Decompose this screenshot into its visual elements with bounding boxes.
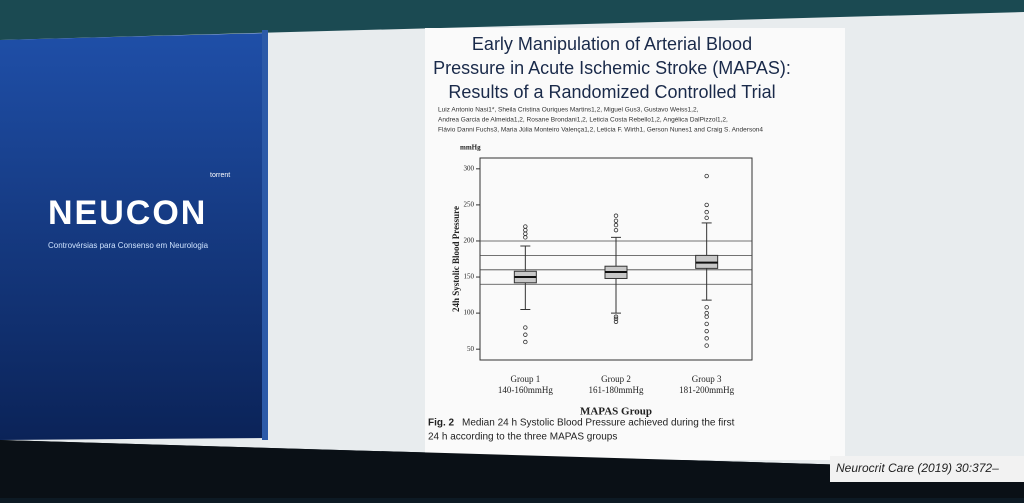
brand: NEUCON bbox=[48, 194, 207, 232]
sponsor: torrent bbox=[210, 172, 230, 179]
outlier bbox=[704, 328, 709, 334]
x-axis-label: MAPAS Group bbox=[580, 406, 652, 418]
title-line: Early Manipulation of Arterial Blood bbox=[472, 34, 752, 54]
outlier bbox=[704, 215, 709, 221]
authors: Luiz Antonio Nasi1*, Sheila Cristina Our… bbox=[438, 107, 763, 134]
y-tick-label: 100 bbox=[464, 309, 475, 317]
paper-page bbox=[425, 28, 845, 460]
panel-edge bbox=[262, 30, 268, 440]
x-tick-label: Group 2 bbox=[601, 374, 631, 384]
outlier bbox=[704, 310, 709, 316]
x-tick-label: Group 3 bbox=[692, 374, 722, 384]
plot-frame bbox=[479, 157, 753, 361]
citation-box bbox=[830, 456, 1024, 482]
outlier bbox=[613, 314, 619, 319]
outlier bbox=[704, 202, 709, 208]
y-tick-label: 250 bbox=[464, 201, 475, 209]
citation: Neurocrit Care (2019) 30:372– bbox=[836, 461, 999, 475]
caption-line: 24 h according to the three MAPAS groups bbox=[428, 432, 617, 443]
y-tick-label: 300 bbox=[464, 164, 475, 172]
y-unit: mmHg bbox=[460, 144, 481, 152]
outlier bbox=[704, 336, 709, 341]
outlier bbox=[613, 227, 619, 233]
title-line: Results of a Randomized Controlled Trial bbox=[448, 82, 775, 102]
caption-line: Median 24 h Systolic Blood Pressure achi… bbox=[462, 418, 735, 429]
y-tick-label: 50 bbox=[467, 345, 475, 353]
chart: mmHg 24h Systolic Blood Pressure 50 100 150 2… bbox=[451, 144, 753, 418]
paper-title: Early Manipulation of Arterial Blood Pres… bbox=[433, 34, 791, 102]
y-tick-label: 200 bbox=[464, 237, 475, 245]
author-line: Luiz Antonio Nasi1*, Sheila Cristina Our… bbox=[438, 107, 699, 114]
outlier bbox=[613, 319, 619, 324]
outlier bbox=[523, 339, 528, 345]
outlier bbox=[613, 213, 619, 218]
x-tick-sublabel: 140-160mmHg bbox=[498, 385, 553, 395]
author-line: Flávio Danni Fuchs3, Maria Júlia Monteir… bbox=[438, 127, 763, 134]
left-panel bbox=[0, 33, 268, 440]
outlier bbox=[704, 209, 709, 215]
x-tick-sublabel: 161-180mmHg bbox=[589, 385, 644, 395]
outlier bbox=[523, 332, 528, 337]
outlier bbox=[704, 173, 709, 179]
x-tick-sublabel: 181-200mmHg bbox=[679, 385, 734, 395]
outlier bbox=[523, 325, 528, 330]
outlier bbox=[613, 222, 619, 228]
caption-label: Fig. 2 bbox=[428, 418, 455, 429]
outlier bbox=[613, 316, 619, 322]
outlier bbox=[613, 218, 619, 223]
outlier bbox=[704, 343, 709, 348]
outlier bbox=[704, 321, 709, 327]
y-axis-label: 24h Systolic Blood Pressure bbox=[451, 206, 461, 312]
floor bbox=[0, 440, 1024, 498]
y-tick-label: 150 bbox=[464, 273, 475, 281]
caption: Median 24 h Systolic Blood Pressure achi… bbox=[428, 418, 735, 443]
outlier bbox=[523, 224, 528, 229]
x-tick-label: Group 1 bbox=[510, 374, 540, 384]
outlier bbox=[704, 305, 709, 310]
author-line: Andrea Garcia de Almeida1,2, Rosane Bron… bbox=[438, 117, 728, 124]
tagline: Controvérsias para Consenso em Neurologi… bbox=[48, 241, 209, 250]
title-line: Pressure in Acute Ischemic Stroke (MAPAS… bbox=[433, 58, 791, 78]
